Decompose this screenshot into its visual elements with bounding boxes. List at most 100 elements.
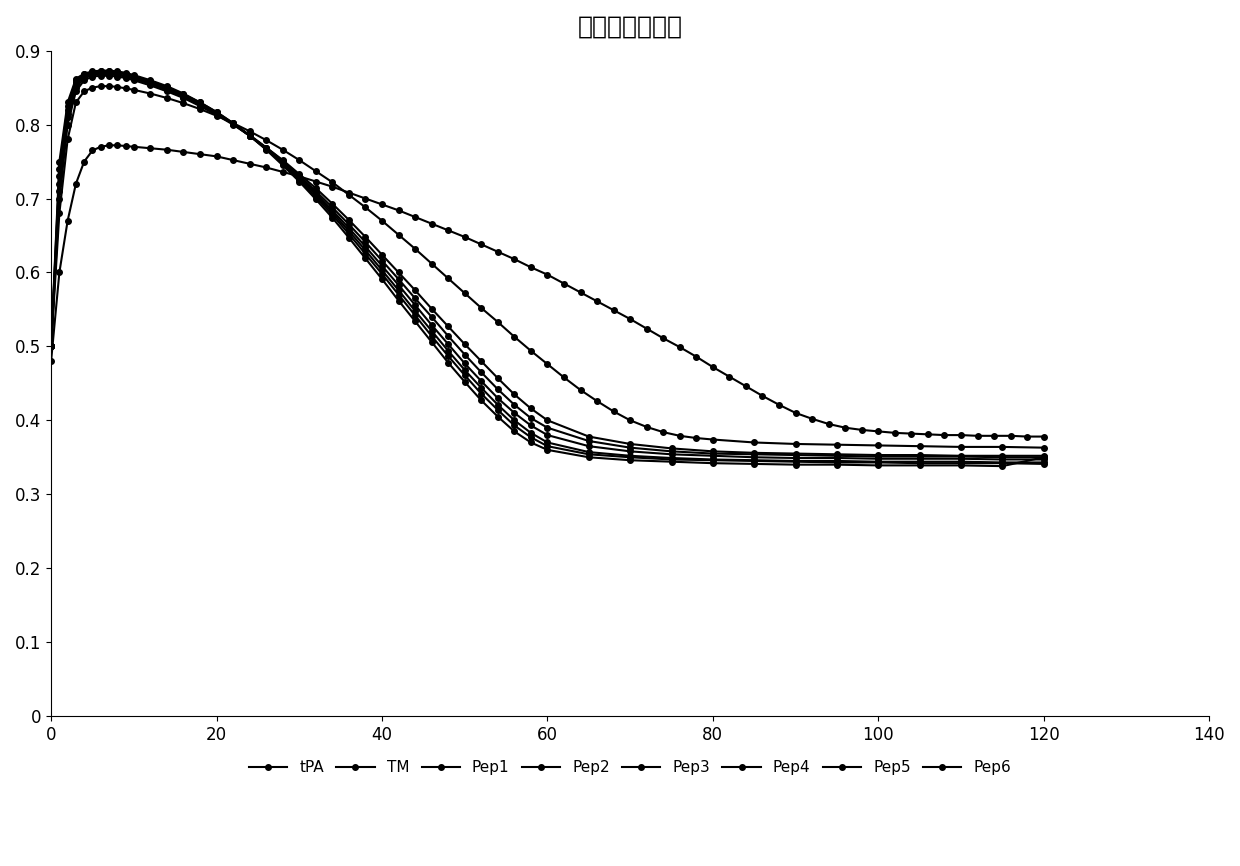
Pep4 [102, 67, 117, 77]
Pep1 [242, 131, 257, 141]
Pep3 [110, 69, 125, 80]
Pep1 [830, 449, 844, 460]
Pep3 [192, 99, 207, 109]
Pep6 [52, 157, 67, 167]
Pep5 [665, 455, 680, 465]
Pep6 [789, 460, 804, 470]
Pep6 [259, 145, 274, 155]
Pep1 [474, 356, 489, 366]
Pep2 [118, 71, 133, 81]
Pep3 [954, 454, 968, 464]
Pep6 [309, 194, 324, 204]
Pep5 [391, 289, 405, 300]
Pep2 [43, 341, 58, 352]
Pep4 [118, 69, 133, 80]
Pep3 [61, 108, 76, 119]
Pep3 [77, 71, 92, 81]
Pep1 [1037, 450, 1052, 461]
Pep4 [93, 67, 108, 77]
Pep1 [523, 404, 538, 414]
Pep6 [275, 160, 290, 171]
Pep1 [391, 268, 405, 278]
Pep6 [440, 358, 455, 368]
Pep1 [110, 71, 125, 81]
Pep5 [118, 68, 133, 79]
Pep1 [789, 449, 804, 459]
Pep6 [110, 66, 125, 76]
Pep6 [192, 97, 207, 107]
Pep2 [126, 74, 141, 84]
Pep4 [143, 76, 157, 87]
Legend: tPA, TM, Pep1, Pep2, Pep3, Pep4, Pep5, Pep6: tPA, TM, Pep1, Pep2, Pep3, Pep4, Pep5, P… [243, 754, 1017, 781]
Pep4 [539, 437, 554, 448]
Pep2 [86, 70, 100, 81]
Pep2 [474, 367, 489, 378]
Pep4 [242, 131, 257, 141]
Pep2 [746, 449, 761, 460]
tPA [1037, 431, 1052, 442]
Pep4 [291, 173, 306, 184]
Pep5 [226, 118, 241, 128]
Pep1 [622, 439, 637, 449]
Pep5 [913, 458, 928, 469]
Pep6 [1037, 452, 1052, 462]
Pep4 [474, 383, 489, 393]
Pep1 [93, 71, 108, 81]
Pep1 [61, 120, 76, 130]
Pep5 [242, 131, 257, 141]
Pep4 [210, 107, 224, 118]
Pep3 [43, 341, 58, 352]
Line: Pep1: Pep1 [48, 73, 1047, 459]
Pep1 [68, 86, 83, 96]
Pep6 [408, 316, 423, 326]
Pep3 [143, 78, 157, 88]
Pep1 [291, 169, 306, 179]
Pep4 [374, 265, 389, 275]
Pep1 [52, 193, 67, 204]
Pep5 [341, 229, 356, 239]
Pep4 [358, 245, 373, 255]
Pep6 [176, 88, 191, 99]
tPA [86, 145, 100, 156]
Pep2 [706, 449, 720, 459]
Pep3 [259, 143, 274, 153]
Pep1 [176, 93, 191, 103]
Pep2 [226, 119, 241, 129]
Pep2 [242, 130, 257, 140]
Pep6 [622, 455, 637, 465]
Pep4 [275, 158, 290, 168]
Pep5 [110, 67, 125, 77]
Pep3 [408, 300, 423, 310]
Pep6 [746, 459, 761, 469]
Pep2 [539, 423, 554, 433]
Pep2 [440, 331, 455, 341]
Pep5 [77, 69, 92, 80]
Pep6 [490, 411, 505, 422]
Pep2 [1037, 452, 1052, 462]
Pep3 [706, 450, 720, 461]
Pep3 [424, 320, 439, 330]
Pep2 [391, 274, 405, 284]
Pep4 [408, 306, 423, 316]
Pep5 [870, 457, 885, 468]
Pep2 [341, 219, 356, 229]
Pep2 [665, 446, 680, 456]
Pep5 [176, 89, 191, 100]
Pep3 [126, 73, 141, 83]
Pep4 [622, 450, 637, 461]
Pep3 [275, 157, 290, 167]
tPA [43, 356, 58, 366]
Pep6 [507, 426, 522, 436]
Pep4 [226, 119, 241, 129]
Pep3 [746, 452, 761, 462]
Pep6 [325, 212, 340, 223]
Pep3 [325, 205, 340, 216]
Pep4 [665, 453, 680, 463]
Pep6 [210, 107, 224, 117]
Pep5 [126, 71, 141, 81]
Pep5 [210, 107, 224, 117]
Pep5 [622, 452, 637, 462]
Pep6 [374, 274, 389, 284]
Pep3 [391, 280, 405, 290]
Pep4 [176, 90, 191, 100]
